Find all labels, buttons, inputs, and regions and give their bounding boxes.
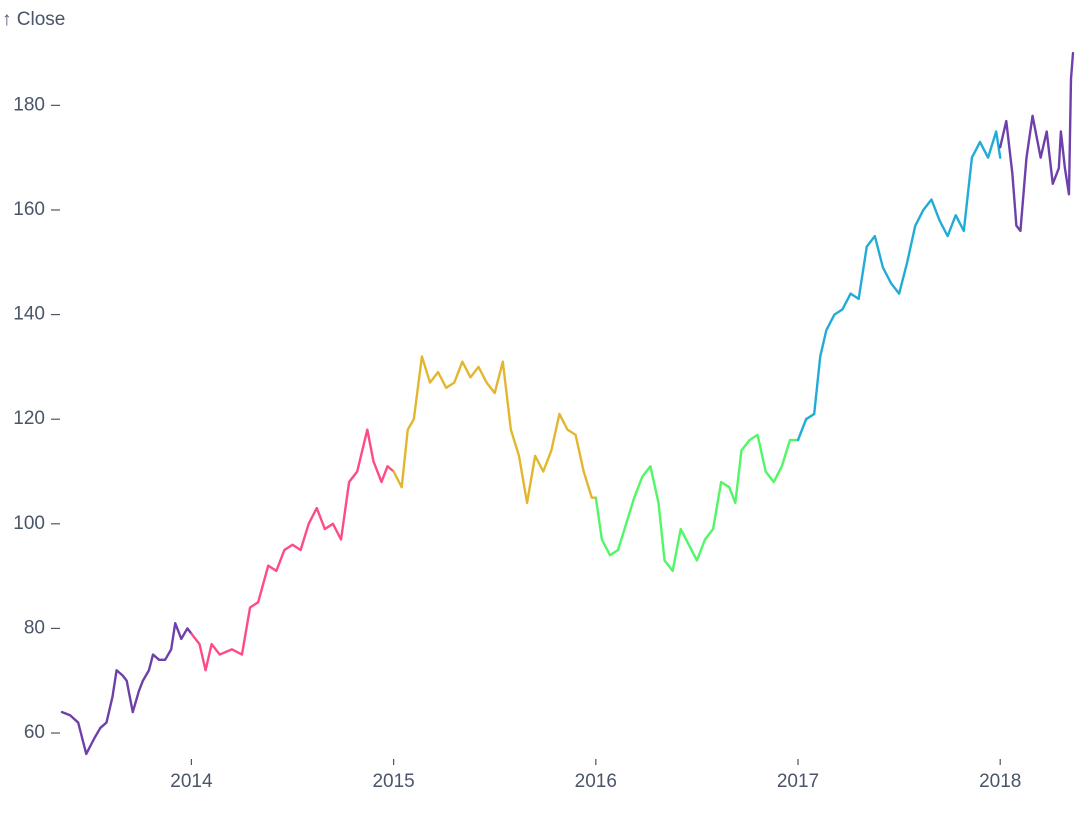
line-segment <box>999 51 1075 233</box>
x-tick-label: 2014 <box>170 771 213 792</box>
y-tick-label: 100 <box>13 513 45 534</box>
y-tick-label: 140 <box>13 304 45 325</box>
line-segment <box>796 130 1002 442</box>
line-segment <box>594 433 800 573</box>
x-tick-label: 2015 <box>372 771 414 792</box>
y-tick-label: 160 <box>13 199 45 220</box>
line-segment <box>60 621 193 756</box>
x-tick-label: 2017 <box>777 771 819 792</box>
y-tick-label: 120 <box>13 408 45 429</box>
y-tick-label: 80 <box>24 617 45 638</box>
line-segment <box>392 355 598 505</box>
x-tick-label: 2018 <box>979 771 1021 792</box>
y-tick-label: 180 <box>13 94 45 115</box>
y-tick-label: 60 <box>24 722 45 743</box>
x-tick-label: 2016 <box>575 771 617 792</box>
line-segment <box>190 428 395 672</box>
y-axis-label: ↑ Close <box>2 9 65 30</box>
